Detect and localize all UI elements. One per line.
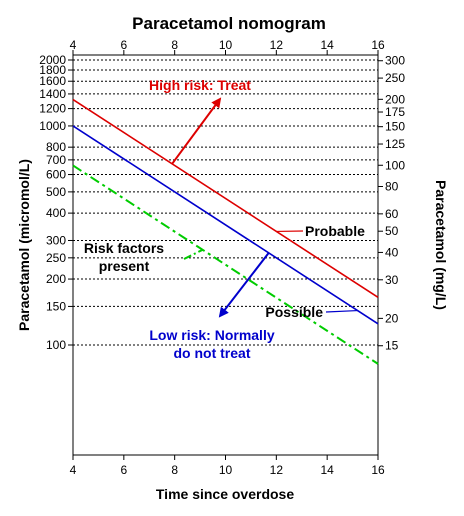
y-tick-label-left: 600 [46,168,66,182]
x-tick-label-bottom: 4 [70,463,77,477]
chart-title: Paracetamol nomogram [132,14,326,33]
y-axis-label-right: Paracetamol (mg/L) [433,180,449,310]
y-tick-label-left: 100 [46,338,66,352]
y-tick-label-right: 60 [385,207,399,221]
annotation-risk: Risk factors present [84,240,164,274]
annotation-possible: Possible [265,304,323,320]
x-tick-label-bottom: 6 [120,463,127,477]
y-tick-label-right: 20 [385,311,399,325]
y-tick-label-left: 400 [46,206,66,220]
x-tick-label-bottom: 12 [270,463,284,477]
y-tick-label-left: 800 [46,140,66,154]
x-tick-label-bottom: 10 [219,463,233,477]
y-tick-label-right: 250 [385,71,405,85]
y-tick-label-left: 1000 [39,119,66,133]
y-tick-label-left: 1200 [39,102,66,116]
x-tick-label-top: 6 [120,38,127,52]
y-tick-label-right: 300 [385,54,405,68]
x-axis-label: Time since overdose [156,486,294,502]
x-tick-label-top: 12 [270,38,284,52]
y-tick-label-right: 150 [385,120,405,134]
x-tick-label-top: 4 [70,38,77,52]
y-tick-label-left: 150 [46,299,66,313]
y-tick-label-left: 250 [46,251,66,265]
x-tick-label-top: 14 [320,38,334,52]
high-risk-arrow [171,97,222,165]
y-tick-label-left: 300 [46,233,66,247]
y-tick-label-right: 200 [385,92,405,106]
x-tick-label-bottom: 8 [171,463,178,477]
y-tick-label-right: 80 [385,179,399,193]
annotation-probable: Probable [305,223,365,239]
y-tick-label-right: 100 [385,158,405,172]
x-tick-label-bottom: 14 [320,463,334,477]
annotation-high: High risk: Treat [149,77,251,93]
y-tick-label-right: 50 [385,224,399,238]
y-tick-label-left: 1600 [39,74,66,88]
x-tick-label-bottom: 16 [371,463,385,477]
x-tick-label-top: 8 [171,38,178,52]
y-tick-label-left: 700 [46,153,66,167]
possible-leader [325,309,358,313]
y-tick-label-right: 175 [385,105,405,119]
series-line-possible [72,125,379,325]
y-tick-label-left: 1400 [39,87,66,101]
series-line-probable [72,98,379,299]
x-tick-label-top: 10 [219,38,233,52]
series-line-risk-factors-present [72,164,379,365]
low-risk-arrow [218,252,270,318]
y-tick-label-right: 125 [385,137,405,151]
y-tick-label-left: 500 [46,185,66,199]
annotation-low: Low risk: Normally do not treat [149,327,274,361]
risk-factors-leader [183,248,204,260]
y-tick-label-left: 2000 [39,53,66,67]
y-tick-label-right: 15 [385,339,399,353]
y-tick-label-left: 200 [46,272,66,286]
y-tick-label-right: 30 [385,273,399,287]
y-tick-label-left: 1800 [39,63,66,77]
y-tick-label-right: 40 [385,245,399,259]
y-axis-label-left: Paracetamol (micromol/L) [16,159,32,331]
x-tick-label-top: 16 [371,38,385,52]
